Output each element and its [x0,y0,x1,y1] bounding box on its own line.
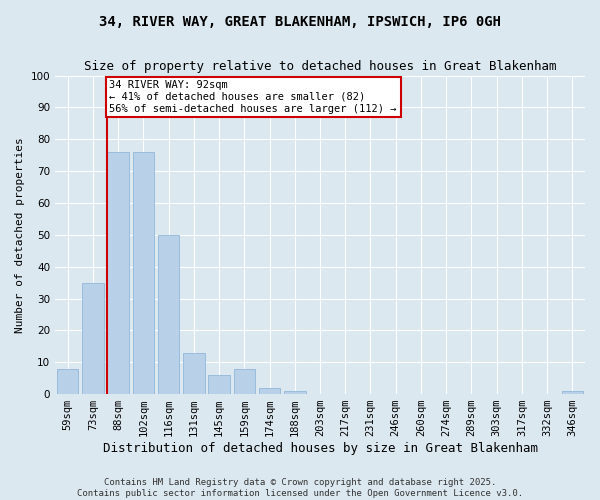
Y-axis label: Number of detached properties: Number of detached properties [15,137,25,332]
Bar [259,388,280,394]
X-axis label: Distribution of detached houses by size in Great Blakenham: Distribution of detached houses by size … [103,442,538,455]
Bar [82,282,104,394]
Bar [183,352,205,394]
Bar [158,235,179,394]
Bar [284,391,305,394]
Text: 34, RIVER WAY, GREAT BLAKENHAM, IPSWICH, IP6 0GH: 34, RIVER WAY, GREAT BLAKENHAM, IPSWICH,… [99,15,501,29]
Bar [208,375,230,394]
Bar [233,368,255,394]
Title: Size of property relative to detached houses in Great Blakenham: Size of property relative to detached ho… [84,60,556,73]
Text: Contains HM Land Registry data © Crown copyright and database right 2025.
Contai: Contains HM Land Registry data © Crown c… [77,478,523,498]
Text: 34 RIVER WAY: 92sqm
← 41% of detached houses are smaller (82)
56% of semi-detach: 34 RIVER WAY: 92sqm ← 41% of detached ho… [109,80,397,114]
Bar [562,391,583,394]
Bar [133,152,154,394]
Bar [107,152,129,394]
Bar [57,368,79,394]
